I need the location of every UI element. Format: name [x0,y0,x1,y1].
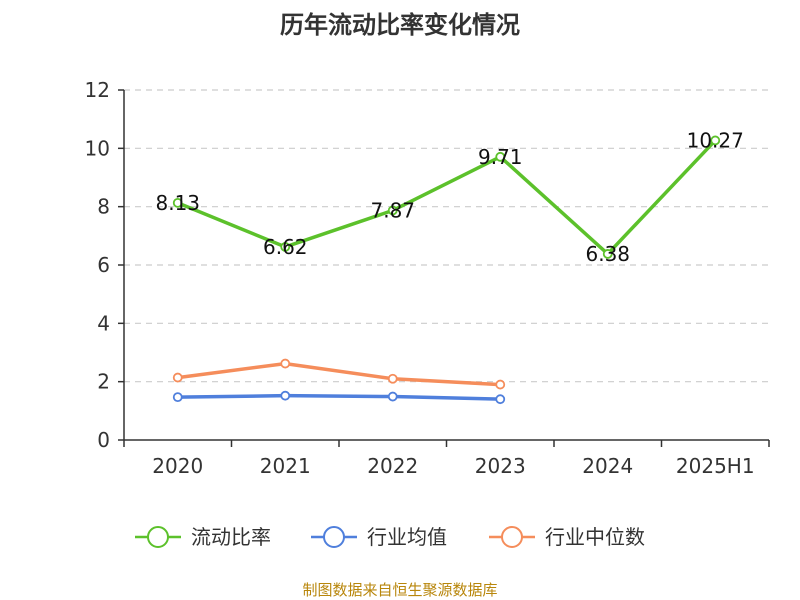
legend-label: 行业均值 [367,525,447,549]
data-point [495,394,506,405]
y-tick-label: 4 [97,311,110,335]
data-label: 7.87 [370,198,415,222]
data-point [495,379,506,390]
y-tick-label: 2 [97,370,110,394]
series-line-2 [177,361,501,387]
chart-title: 历年流动比率变化情况 [280,11,520,39]
legend-swatch-marker [147,526,169,548]
data-point [387,373,398,384]
data-point [172,372,183,383]
data-point [387,205,398,216]
legend-swatch-marker [323,526,345,548]
x-tick-label: 2024 [582,454,633,478]
y-tick-label: 10 [85,136,110,160]
series-points [172,135,721,405]
data-point [387,391,398,402]
data-label: 6.62 [263,235,308,259]
data-point [495,151,506,162]
data-label: 6.38 [585,242,630,266]
data-point [172,197,183,208]
y-tick-label: 8 [97,195,110,219]
data-label: 10.27 [687,128,744,152]
legend[interactable]: 流动比率 行业均值 行业中位数 [135,525,645,549]
data-labels: 8.13 6.62 7.87 9.71 6.38 10.27 [155,128,743,265]
legend-item[interactable]: 行业均值 [311,525,447,549]
x-tick-label: 2023 [475,454,526,478]
x-tick-label: 2020 [152,454,203,478]
x-tick-label: 2022 [367,454,418,478]
data-label: 9.71 [478,145,523,169]
data-point [280,358,291,369]
x-tick-label: 2025H1 [676,454,755,478]
y-tick-label: 6 [97,253,110,277]
y-tick-label: 12 [85,78,110,102]
series-lines [177,139,717,401]
data-point [710,135,721,146]
legend-item[interactable]: 行业中位数 [489,525,645,549]
legend-label: 流动比率 [191,525,271,549]
source-note: 制图数据来自恒生聚源数据库 [302,581,497,599]
y-tick-label: 0 [97,428,110,452]
legend-swatch-marker [501,526,523,548]
series-line-0 [177,139,717,256]
legend-label: 行业中位数 [545,525,645,549]
grid [124,89,769,383]
axes: 0 2 4 6 8 10 12 2020 2021 2022 2023 2024 2025H1 [85,78,770,478]
data-point [280,390,291,401]
series-line-1 [177,393,501,401]
data-point [280,242,291,252]
data-label: 8.13 [155,191,200,215]
data-point [602,249,613,259]
x-tick-label: 2021 [260,454,311,478]
data-point [172,392,183,403]
legend-item[interactable]: 流动比率 [135,525,271,549]
